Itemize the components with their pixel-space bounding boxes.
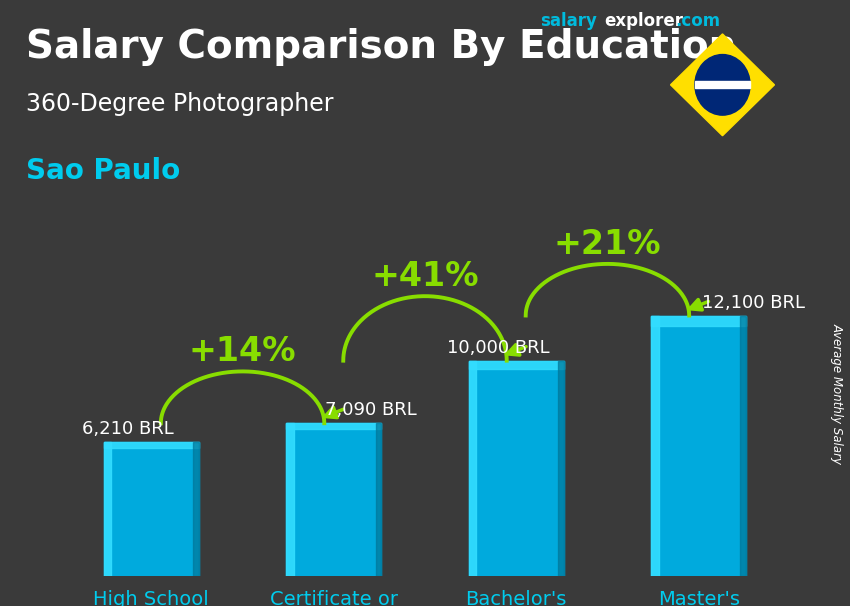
Bar — [104, 442, 111, 576]
Text: +14%: +14% — [189, 335, 297, 368]
Bar — [651, 316, 746, 576]
Text: Average Monthly Salary: Average Monthly Salary — [830, 324, 844, 464]
Bar — [740, 316, 746, 576]
Text: Sao Paulo: Sao Paulo — [26, 156, 179, 185]
Bar — [558, 361, 564, 576]
Text: 12,100 BRL: 12,100 BRL — [702, 294, 805, 311]
Text: Salary Comparison By Education: Salary Comparison By Education — [26, 28, 736, 65]
Bar — [469, 361, 476, 576]
Text: +41%: +41% — [371, 260, 479, 293]
Text: 360-Degree Photographer: 360-Degree Photographer — [26, 92, 333, 116]
Bar — [469, 361, 564, 369]
Bar — [286, 423, 294, 576]
Bar — [651, 316, 746, 326]
Bar — [286, 423, 381, 429]
Bar — [193, 442, 199, 576]
Bar — [469, 361, 564, 576]
Circle shape — [694, 55, 750, 115]
Bar — [694, 81, 750, 88]
Text: 6,210 BRL: 6,210 BRL — [82, 421, 173, 438]
Text: .com: .com — [675, 12, 720, 30]
Text: salary: salary — [540, 12, 597, 30]
Bar — [286, 423, 381, 576]
Bar — [104, 442, 199, 447]
Text: explorer: explorer — [604, 12, 683, 30]
Bar — [376, 423, 381, 576]
Bar — [104, 442, 199, 576]
Text: +21%: +21% — [553, 228, 661, 261]
Text: 10,000 BRL: 10,000 BRL — [447, 339, 549, 357]
Polygon shape — [671, 34, 774, 136]
Text: 7,090 BRL: 7,090 BRL — [325, 401, 416, 419]
Bar — [651, 316, 659, 576]
